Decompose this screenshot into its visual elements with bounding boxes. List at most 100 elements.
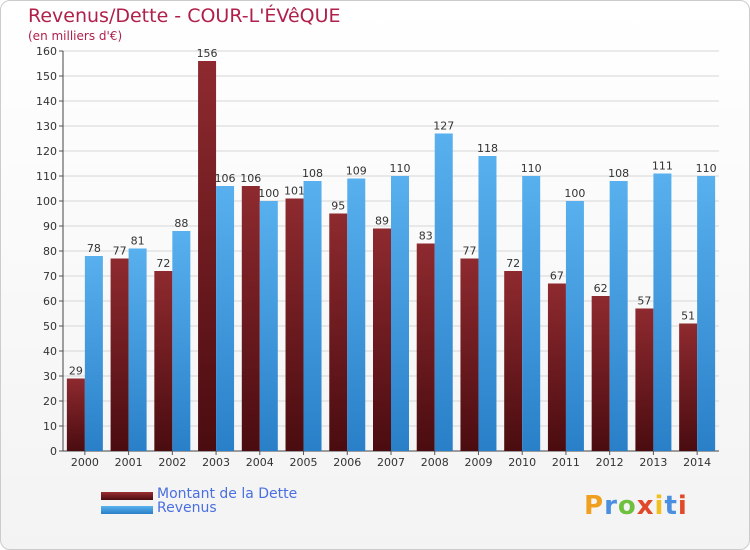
bar-dette <box>285 198 304 451</box>
y-tick-label: 120 <box>36 145 57 158</box>
y-tick-label: 20 <box>43 395 57 408</box>
logo-letter: r <box>604 491 618 521</box>
value-label-dette: 67 <box>550 270 564 283</box>
x-tick-label: 2000 <box>71 456 99 469</box>
bar-dette <box>679 323 698 451</box>
value-label-revenus: 118 <box>477 142 498 155</box>
x-tick-label: 2003 <box>202 456 230 469</box>
bar-revenus <box>303 181 322 451</box>
value-label-dette: 51 <box>681 310 695 323</box>
value-label-dette: 77 <box>113 245 127 258</box>
chart-title: Revenus/Dette - COUR-L'ÉVêQUE <box>28 5 341 27</box>
legend-label-dette: Montant de la Dette <box>157 486 298 502</box>
y-tick-label: 150 <box>36 70 57 83</box>
x-tick-label: 2004 <box>246 456 274 469</box>
bar-revenus <box>172 231 191 451</box>
x-tick-label: 2006 <box>333 456 361 469</box>
bar-dette <box>373 228 391 451</box>
value-label-dette: 62 <box>594 282 608 295</box>
y-tick-label: 0 <box>50 445 57 458</box>
y-tick-label: 50 <box>43 320 57 333</box>
value-label-dette: 101 <box>284 185 305 198</box>
value-label-dette: 156 <box>197 47 218 60</box>
x-tick-label: 2010 <box>508 456 536 469</box>
y-tick-label: 40 <box>43 345 57 358</box>
value-label-revenus: 100 <box>258 187 279 200</box>
value-label-dette: 95 <box>331 200 345 213</box>
value-label-revenus: 81 <box>131 235 145 248</box>
x-tick-label: 2013 <box>639 456 667 469</box>
logo-letter: o <box>617 491 637 521</box>
bar-revenus <box>434 133 453 451</box>
y-tick-label: 80 <box>43 245 57 258</box>
x-tick-label: 2011 <box>552 456 580 469</box>
bar-revenus <box>259 201 278 451</box>
y-tick-label: 100 <box>36 195 57 208</box>
logo-letter: i <box>654 491 665 521</box>
logo-letter: i <box>677 491 688 521</box>
value-label-revenus: 109 <box>346 165 367 178</box>
bar-dette <box>241 186 260 451</box>
logo-letter: t <box>664 491 678 521</box>
x-tick-label: 2002 <box>158 456 186 469</box>
value-label-revenus: 78 <box>87 242 101 255</box>
bar-dette <box>198 61 217 451</box>
bar-dette <box>416 243 435 451</box>
legend-label-revenus: Revenus <box>157 500 217 516</box>
y-tick-label: 130 <box>36 120 57 133</box>
y-tick-label: 60 <box>43 295 57 308</box>
value-label-revenus: 110 <box>521 162 542 175</box>
y-tick-label: 160 <box>36 45 57 58</box>
x-tick-label: 2001 <box>115 456 143 469</box>
value-label-revenus: 110 <box>390 162 411 175</box>
value-label-dette: 72 <box>156 257 170 270</box>
bar-revenus <box>565 201 584 451</box>
bar-dette <box>66 378 85 451</box>
value-label-dette: 83 <box>419 230 433 243</box>
bar-revenus <box>478 156 497 451</box>
legend-swatch-dette <box>101 492 153 500</box>
x-tick-label: 2005 <box>290 456 318 469</box>
bar-revenus <box>697 176 716 451</box>
logo-letter: x <box>636 491 655 521</box>
bar-revenus <box>653 173 672 451</box>
x-tick-label: 2008 <box>421 456 449 469</box>
bar-dette <box>154 271 173 451</box>
value-label-revenus: 106 <box>215 172 236 185</box>
value-label-revenus: 127 <box>433 120 454 133</box>
bar-dette <box>504 271 523 451</box>
bar-dette <box>547 283 566 451</box>
value-label-revenus: 100 <box>564 187 585 200</box>
value-label-revenus: 108 <box>302 167 323 180</box>
bar-revenus <box>216 186 235 451</box>
x-tick-label: 2014 <box>683 456 711 469</box>
value-label-dette: 29 <box>69 365 83 378</box>
y-tick-label: 10 <box>43 420 57 433</box>
value-label-revenus: 111 <box>652 160 673 173</box>
bar-dette <box>591 296 610 451</box>
value-label-dette: 57 <box>637 295 651 308</box>
bar-dette <box>329 213 348 451</box>
y-tick-label: 70 <box>43 270 57 283</box>
bar-dette <box>635 308 654 451</box>
x-tick-label: 2007 <box>377 456 405 469</box>
legend-swatch-revenus <box>101 506 153 514</box>
chart-subtitle: (en milliers d'€) <box>28 29 123 43</box>
logo-letter: P <box>584 491 605 521</box>
value-label-revenus: 88 <box>174 217 188 230</box>
bar-dette <box>110 258 129 451</box>
y-tick-label: 30 <box>43 370 57 383</box>
proxiti-logo: Proxiti <box>584 491 688 521</box>
value-label-dette: 89 <box>375 215 389 228</box>
value-label-dette: 72 <box>506 257 520 270</box>
y-tick-label: 110 <box>36 170 57 183</box>
bar-revenus <box>84 256 103 451</box>
bar-revenus <box>128 248 147 451</box>
value-label-dette: 106 <box>240 172 261 185</box>
value-label-revenus: 110 <box>696 162 717 175</box>
y-tick-label: 140 <box>36 95 57 108</box>
value-label-dette: 77 <box>462 245 476 258</box>
bar-revenus <box>391 176 409 451</box>
